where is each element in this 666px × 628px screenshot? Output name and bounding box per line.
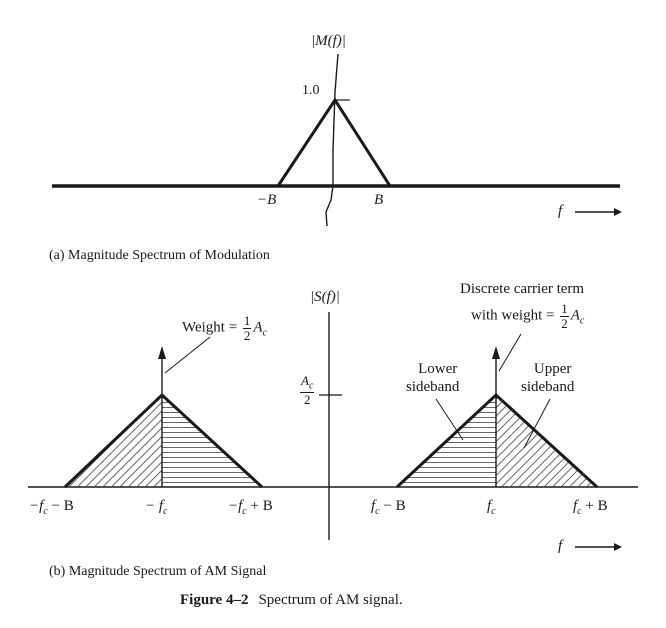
lower-sideband-line2: sideband xyxy=(406,379,460,395)
panel-a-f-arrowhead xyxy=(614,208,622,216)
tick-neg-fc-f: − f xyxy=(145,498,164,514)
weight-frac-den: 2 xyxy=(243,327,251,343)
figure-caption: Figure 4–2 Spectrum of AM signal. xyxy=(180,593,403,608)
figure-number: Figure 4–2 xyxy=(180,592,249,608)
upper-sideband-line1: Upper xyxy=(533,361,572,377)
left-weight-leader xyxy=(164,336,211,374)
lower-sideband-line1: Lower xyxy=(418,361,458,377)
tick-neg-fc-minus-b-f: −f xyxy=(29,498,44,514)
tick-fc-minus-b-f: f xyxy=(371,498,376,514)
left-carrier-arrowhead xyxy=(158,346,166,359)
level-label-a: A xyxy=(301,373,309,388)
carrier-sub: c xyxy=(579,315,585,327)
panel-b-y-axis-label: |S(f)| xyxy=(310,289,340,305)
tick-rest: + B xyxy=(581,498,608,514)
carrier-frac-num: 1 xyxy=(560,301,569,317)
carrier-a: A xyxy=(570,307,580,324)
panel-b-level-label: Ac 2 xyxy=(298,374,316,407)
panel-a-x-axis-label: f xyxy=(558,203,563,219)
carrier-term-leader xyxy=(498,333,522,372)
carrier-term-prefix: with weight = xyxy=(471,307,555,324)
tick-sub: c xyxy=(163,506,168,517)
panel-a-vertical-axis xyxy=(325,53,339,227)
tick-fc-plus-b-f: f xyxy=(573,498,578,514)
panel-a-caption: (a) Magnitude Spectrum of Modulation xyxy=(49,248,270,263)
tick-neg-fc-plus-b-f: −f xyxy=(228,498,243,514)
panel-a-y-axis-label: |M(f)| xyxy=(311,33,346,49)
tick-sub: c xyxy=(491,506,496,517)
tick-rest: − B xyxy=(47,498,74,514)
tick-neg-fc-plus-b: −fc + B xyxy=(228,499,273,517)
weight-sub: c xyxy=(262,327,268,339)
tick-sub: c xyxy=(43,506,48,517)
panel-b-f-arrowhead xyxy=(614,543,622,551)
tick-sub: c xyxy=(242,506,247,517)
weight-frac-num: 1 xyxy=(242,313,252,329)
weight-label-prefix: Weight = xyxy=(182,319,238,336)
tick-sub: c xyxy=(375,506,380,517)
right-carrier-arrowhead xyxy=(492,346,500,359)
upper-sideband-line2: sideband xyxy=(521,379,575,395)
upper-sideband-leader xyxy=(523,398,551,449)
carrier-term-line1: Discrete carrier term xyxy=(460,281,585,297)
lower-sideband-label: Lower sideband xyxy=(406,360,459,396)
carrier-frac-den: 2 xyxy=(561,315,568,331)
level-label-den: 2 xyxy=(303,392,311,408)
figure-caption-text: Spectrum of AM signal. xyxy=(258,592,403,608)
tick-sub: c xyxy=(577,506,582,517)
panel-a-tick-b: B xyxy=(374,192,384,208)
panel-b-caption: (b) Magnitude Spectrum of AM Signal xyxy=(49,564,267,579)
panel-a-peak-label: 1.0 xyxy=(302,83,320,98)
lower-sideband-leader xyxy=(435,398,464,441)
tick-neg-fc: − fc xyxy=(145,499,168,517)
weight-label: Weight = 1 2 Ac xyxy=(182,314,267,342)
weight-a: A xyxy=(253,319,263,336)
tick-neg-fc-minus-b: −fc − B xyxy=(29,499,74,517)
tick-fc-plus-b: fc + B xyxy=(573,499,608,517)
tick-rest: + B xyxy=(246,498,273,514)
tick-fc-minus-b: fc − B xyxy=(371,499,406,517)
panel-a-tick-neg-b: −B xyxy=(257,192,277,208)
tick-rest: − B xyxy=(379,498,406,514)
carrier-term-line2: with weight = 1 2 Ac xyxy=(471,302,584,330)
level-label-sub: c xyxy=(308,380,314,392)
tick-fc-f: f xyxy=(487,498,492,514)
upper-sideband-label: Upper sideband xyxy=(521,360,574,396)
tick-fc: fc xyxy=(487,499,496,517)
panel-b-x-axis-label: f xyxy=(558,538,563,554)
